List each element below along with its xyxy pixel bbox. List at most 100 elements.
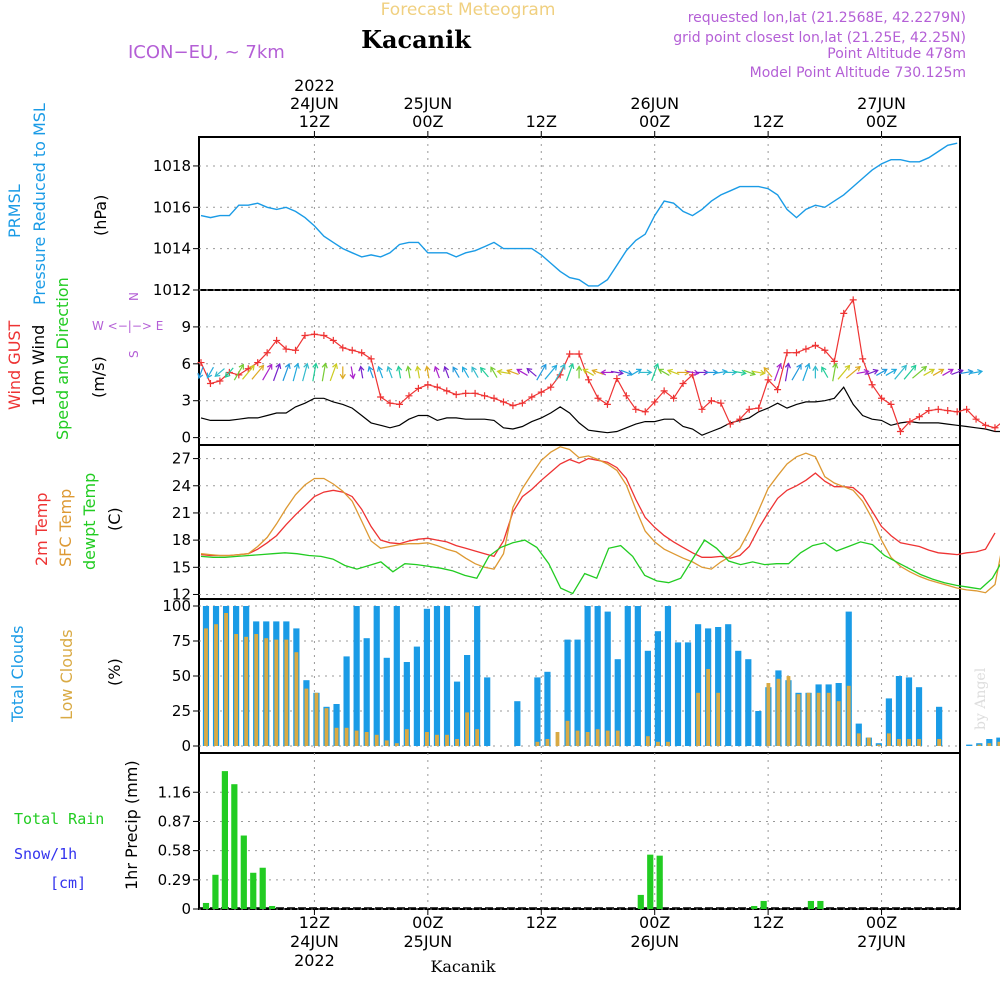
gust-point [830, 357, 838, 365]
wind-direction-arrow [490, 366, 498, 378]
wind-arrow-head [479, 366, 486, 373]
wind-direction-arrow [350, 366, 354, 379]
wind-unit-label: (m/s) [89, 356, 108, 398]
gust-point [310, 330, 318, 338]
total-cloud-bar [464, 655, 471, 746]
low-cloud-bar [997, 741, 1000, 746]
y-tick-label: 9 [181, 318, 191, 336]
gust-point [811, 341, 819, 349]
gust-point [887, 400, 895, 408]
total-cloud-bar [725, 624, 732, 746]
gust-point [405, 392, 413, 400]
total-cloud-bar [694, 624, 702, 746]
y-tick-label: 1.16 [158, 783, 191, 801]
wind-arrow-head [471, 366, 477, 373]
top-tick-label: 00Z [866, 112, 897, 131]
y-tick-label: 50 [172, 667, 191, 685]
wind-direction-arrow [360, 366, 364, 379]
gust-point [707, 397, 715, 405]
gust-point [433, 383, 441, 391]
temp-unit-label: (C) [105, 507, 124, 531]
gust-point [386, 399, 394, 407]
low-cloud-bar [535, 741, 540, 746]
low-cloud-bar [605, 730, 610, 746]
gust-point [868, 381, 876, 389]
rain-bar [656, 855, 663, 909]
low-cloud-bar [706, 669, 711, 746]
wind-direction-arrow [832, 363, 837, 382]
gust-point [358, 349, 366, 357]
bottom-tick-label: 24JUN [290, 932, 339, 951]
low-cloud-bar [776, 678, 781, 746]
total-rain-label: Total Rain [14, 810, 104, 828]
y-tick-label: 75 [172, 632, 191, 650]
gust-point [424, 381, 432, 389]
rain-bar [221, 771, 228, 909]
low-cloud-bar [696, 692, 700, 746]
total-cloud-bar [845, 611, 852, 746]
wind-arrow-head [872, 368, 879, 375]
dewpt-temp-line [200, 539, 1000, 595]
gust-point [726, 420, 734, 428]
gust-point [972, 415, 980, 423]
total-cloud-bar [604, 611, 611, 746]
wind-direction-arrow [536, 364, 547, 381]
y-tick-label: 0.87 [158, 812, 191, 830]
low-cloud-bar [565, 720, 570, 746]
wind-direction-arrow [763, 367, 773, 378]
total-cloud-bar [634, 606, 641, 746]
total-cloud-bar [453, 681, 461, 746]
bottom-tick-label: 2022 [294, 951, 335, 970]
wind-direction-arrow [667, 369, 680, 376]
low-cloud-bar [465, 712, 470, 746]
gust-point [821, 346, 829, 354]
low-cloud-bar [786, 676, 791, 746]
wind-arrow-head [575, 365, 583, 372]
wind-arrow-head [541, 363, 547, 370]
gust-point [462, 389, 470, 397]
total-cloud-bar [584, 606, 591, 746]
total-cloud-bar [514, 701, 521, 746]
gust-point [764, 376, 772, 384]
low-cloud-bar [545, 739, 550, 746]
y-tick-label: 6 [181, 355, 191, 373]
wind-direction-arrow [555, 364, 566, 381]
wind-arrow-head [197, 373, 204, 380]
panel-frame-4 [198, 752, 961, 910]
gust-point [443, 387, 451, 395]
temp2m-line [200, 457, 996, 559]
wind-direction-arrow [821, 366, 829, 378]
gust-point [622, 392, 630, 400]
wind-compass-s: S [127, 350, 141, 358]
bottom-tick-label: 00Z [866, 913, 897, 932]
wind-arrow-head [526, 367, 533, 374]
wind-arrow-head [832, 362, 839, 369]
gust-point [585, 376, 593, 384]
wind-arrow-head [568, 362, 575, 369]
gust-point [518, 399, 526, 407]
low-cloud-bar [766, 683, 771, 746]
gust-point [348, 346, 356, 354]
wind-compass-ew: W <−|−> E [92, 319, 163, 333]
low-cloud-bar [384, 740, 389, 746]
wind-direction-arrow [434, 366, 440, 379]
bottom-tick-label: 27JUN [857, 932, 906, 951]
wind-arrow-head [349, 373, 356, 380]
gust-point [320, 332, 328, 340]
bottom-tick-label: 26JUN [630, 932, 679, 951]
panel-frames [198, 136, 961, 910]
y-tick-label: 3 [181, 392, 191, 410]
gust-point [736, 415, 744, 423]
wind-direction-arrow [912, 366, 927, 379]
wind-arrow-head [881, 368, 888, 375]
low-clouds-label: Low Clouds [57, 629, 76, 720]
precip-unit-label: 1hr Precip (mm) [122, 760, 141, 890]
wind-direction-arrow [894, 365, 907, 380]
wind-arrow-head [617, 369, 624, 376]
wind-direction-arrow [480, 367, 489, 378]
gust-point [329, 336, 337, 344]
wind-arrow-head [560, 363, 566, 370]
wind-direction-arrow [658, 368, 670, 376]
gust-point [651, 398, 659, 406]
